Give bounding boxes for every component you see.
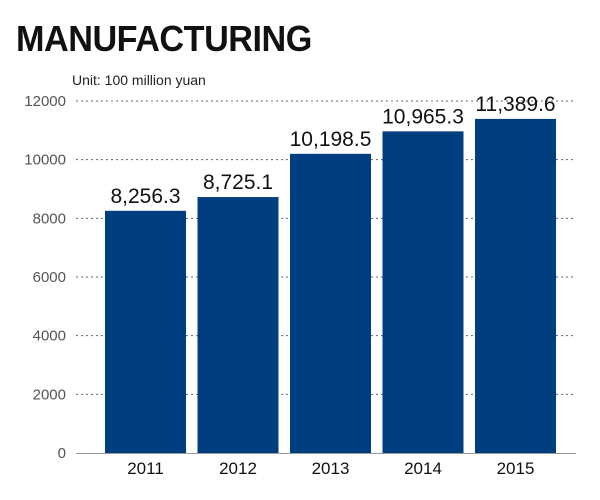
x-tick-label: 2015 [497,459,535,478]
x-tick-label: 2011 [127,459,164,478]
x-tick-label: 2013 [312,459,350,478]
bar [290,153,371,453]
y-tick-label: 6000 [33,269,66,286]
y-tick-label: 12000 [24,93,66,110]
bar [382,131,464,453]
data-label: 10,198.5 [290,128,372,151]
y-tick-label: 8000 [33,210,66,227]
y-tick-label: 2000 [33,386,66,403]
bar [105,210,186,453]
unit-label: Unit: 100 million yuan [72,72,206,88]
y-tick-label: 10000 [24,152,66,169]
x-tick-label: 2012 [219,459,257,478]
bar [475,118,556,454]
data-label: 8,256.3 [110,185,180,208]
chart-title: MANUFACTURING [16,18,312,59]
y-tick-label: 4000 [33,328,66,345]
data-label: 11,389.6 [475,93,555,116]
x-tick-label: 2014 [404,459,442,478]
data-label: 10,965.3 [382,105,464,128]
data-label: 8,725.1 [203,171,273,194]
bar [197,197,279,453]
y-tick-label: 0 [58,445,66,462]
